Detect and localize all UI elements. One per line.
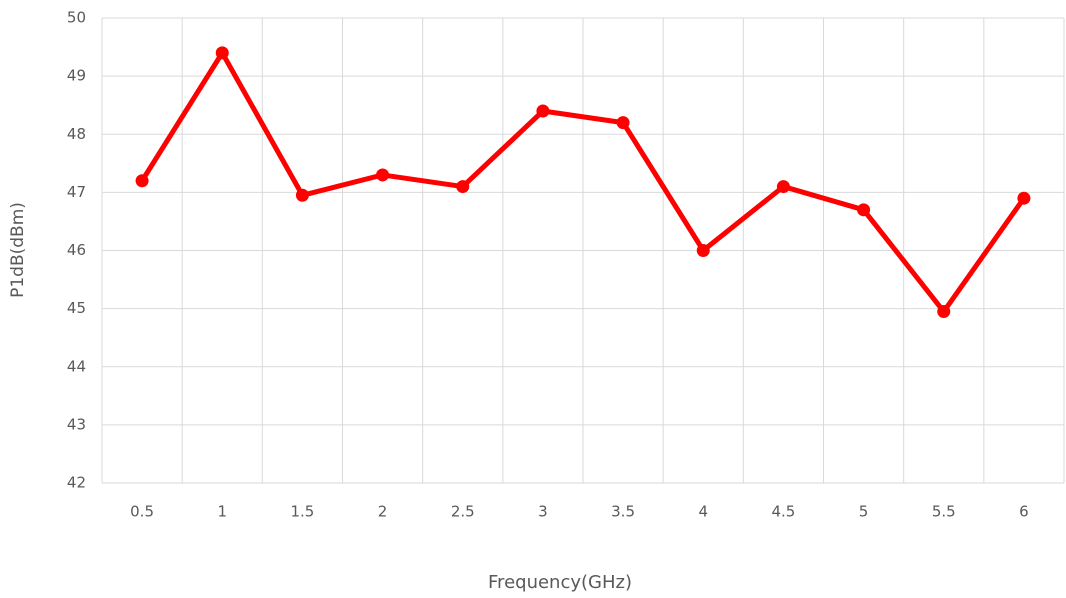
marker — [295, 188, 309, 202]
x-tick-label: 4.5 — [771, 503, 795, 521]
x-tick-label: 3.5 — [611, 503, 635, 521]
x-tick-label: 5 — [859, 503, 869, 521]
marker — [135, 174, 149, 188]
marker — [616, 116, 630, 130]
x-tick-label: 1.5 — [290, 503, 314, 521]
marker — [1017, 191, 1031, 205]
marker — [776, 180, 790, 194]
marker — [456, 180, 470, 194]
y-tick-label: 49 — [67, 67, 86, 85]
x-axis-label: Frequency(GHz) — [488, 572, 632, 593]
x-tick-label: 3 — [538, 503, 548, 521]
marker — [857, 203, 871, 217]
x-tick-label: 1 — [217, 503, 227, 521]
marker — [376, 168, 390, 182]
line — [139, 50, 1026, 315]
y-tick-label: 44 — [67, 357, 86, 375]
x-tick-label: 6 — [1019, 503, 1029, 521]
y-tick-label: 42 — [67, 474, 86, 492]
y-tick-label: 48 — [67, 125, 86, 143]
marker — [536, 104, 550, 118]
x-tick-label: 2 — [378, 503, 388, 521]
y-tick-label: 45 — [67, 299, 86, 317]
y-tick-label: 50 — [67, 9, 86, 27]
y-axis-label: P1dB(dBm) — [8, 202, 28, 298]
marker — [215, 46, 229, 60]
x-tick-label: 2.5 — [451, 503, 475, 521]
x-tick-label: 5.5 — [932, 503, 956, 521]
y-tick-label: 43 — [67, 415, 86, 433]
y-tick-label: 46 — [67, 241, 86, 259]
marker — [937, 305, 951, 319]
x-tick-label: 4 — [698, 503, 708, 521]
marker — [696, 244, 710, 257]
x-tick-label: 0.5 — [130, 503, 154, 521]
y-tick-label: 47 — [67, 183, 86, 201]
